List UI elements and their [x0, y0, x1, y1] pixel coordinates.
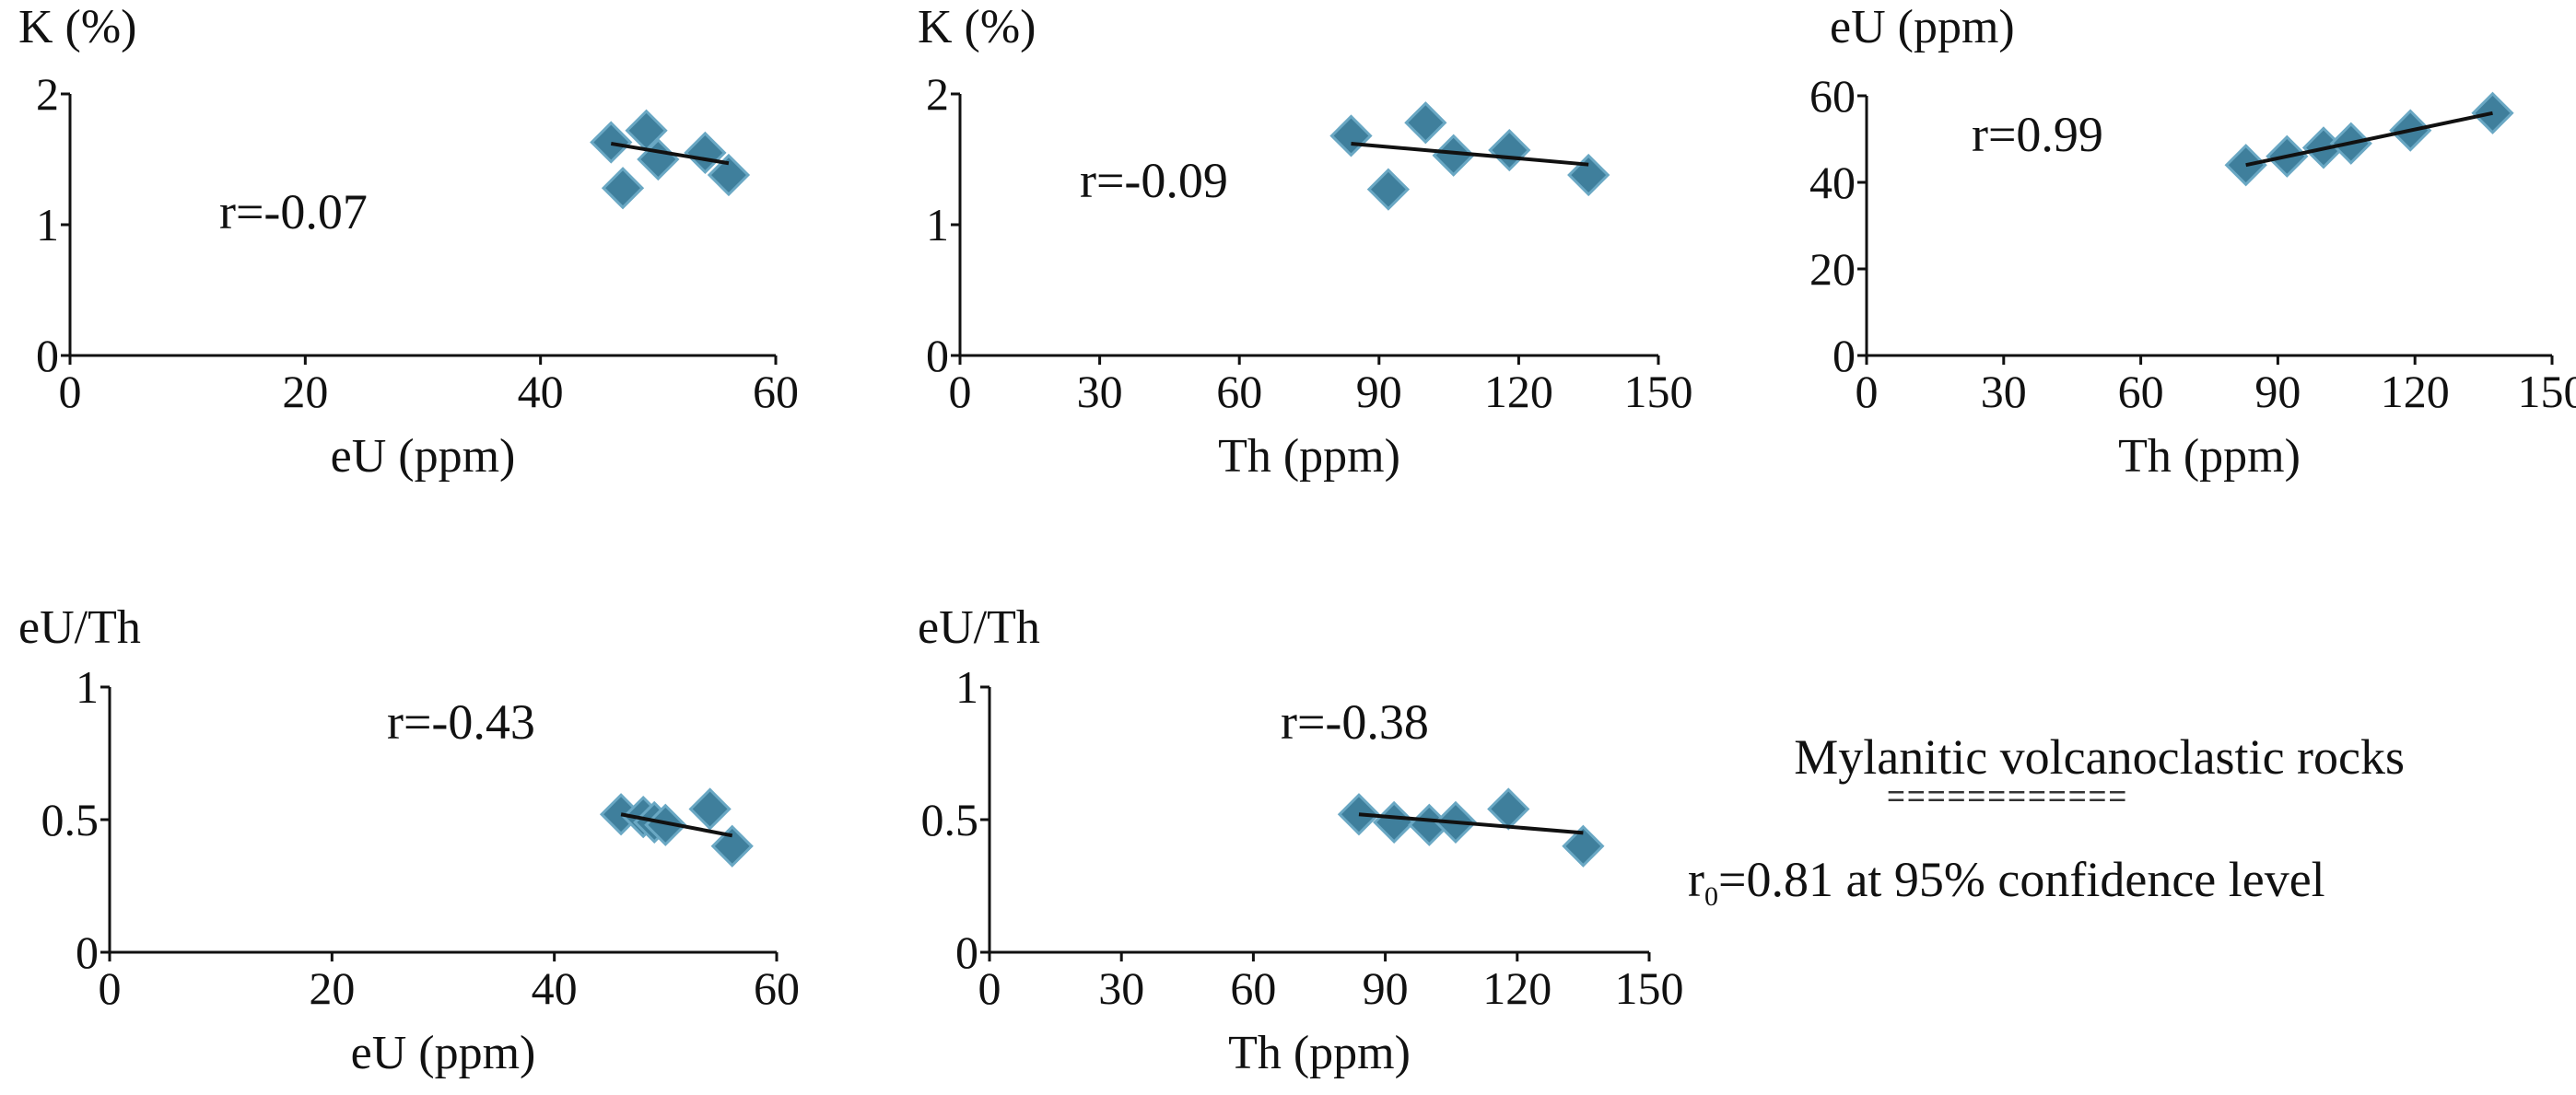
- correlation-label: r=-0.09: [1080, 153, 1228, 208]
- y-tick-label: 0: [76, 926, 99, 978]
- y-tick-label: 0: [955, 926, 978, 978]
- plot-3: 0 30 60 90 120 150 0 20 40 60 eU (ppm) Th (ppm) r=0.…: [1809, 1, 2576, 483]
- x-tick-label: 0: [59, 366, 82, 417]
- data-point: [1366, 168, 1411, 211]
- y-tick-label: 2: [926, 68, 949, 120]
- data-point: [1487, 787, 1530, 831]
- y-tick-label: 0: [1832, 330, 1856, 381]
- y-tick-label: 1: [955, 661, 978, 713]
- plot-5: 0 30 60 90 120 150 0 0.5 1 eU/Th Th (ppm) r=-0.38: [918, 601, 1684, 1079]
- rock-type-underline: ============: [1887, 779, 2128, 814]
- x-tick-label: 0: [949, 366, 972, 417]
- x-tick-label: 20: [309, 962, 355, 1014]
- confidence-subscript: 0: [1704, 881, 1718, 912]
- legend-notes: Mylanitic volcanoclastic rocks =========…: [1688, 729, 2405, 912]
- y-axis-title: eU/Th: [918, 601, 1040, 654]
- data-point: [590, 121, 633, 164]
- x-tick-label: 60: [753, 366, 799, 417]
- x-tick-label: 90: [1363, 962, 1409, 1014]
- x-tick-label: 30: [1077, 366, 1123, 417]
- trend-line: [620, 812, 733, 838]
- y-tick-label: 0: [36, 330, 59, 381]
- x-tick-label: 40: [518, 366, 564, 417]
- x-axis-title: eU (ppm): [351, 1027, 536, 1079]
- data-point: [601, 167, 645, 210]
- y-tick-label: 40: [1809, 157, 1856, 208]
- correlation-label: r=-0.38: [1281, 694, 1429, 750]
- x-tick-label: 120: [1482, 962, 1551, 1014]
- x-axis-title: Th (ppm): [1218, 430, 1400, 483]
- x-tick-label: 150: [2518, 366, 2576, 417]
- x-tick-label: 0: [99, 962, 122, 1014]
- x-tick-label: 60: [1216, 366, 1262, 417]
- y-axis-title: eU (ppm): [1830, 1, 2015, 53]
- x-axis-title: Th (ppm): [2118, 430, 2301, 483]
- x-tick-label: 60: [2118, 366, 2164, 417]
- x-tick-label: 30: [1981, 366, 2027, 417]
- trend-line: [610, 141, 730, 166]
- data-point: [1373, 800, 1416, 845]
- data-point: [1562, 824, 1605, 868]
- rock-type-label: Mylanitic volcanoclastic rocks: [1794, 729, 2405, 785]
- y-tick-label: 0.5: [921, 794, 979, 845]
- x-tick-label: 90: [1356, 366, 1402, 417]
- data-point: [710, 824, 754, 868]
- plot-2: 0 30 60 90 120 150 0 1 2 K (%) Th (ppm) r=-0.09: [918, 1, 1693, 483]
- x-tick-label: 120: [2381, 366, 2450, 417]
- x-tick-label: 90: [2254, 366, 2301, 417]
- y-axis-title: K (%): [18, 1, 137, 53]
- x-tick-label: 40: [532, 962, 578, 1014]
- confidence-level-note: r0=0.81 at 95% confidence level: [1688, 852, 2325, 912]
- trend-line: [1351, 141, 1589, 167]
- correlation-label: r=-0.43: [387, 694, 535, 750]
- x-tick-label: 60: [1230, 962, 1276, 1014]
- y-axis-title: K (%): [918, 1, 1036, 53]
- data-point: [688, 787, 732, 831]
- x-tick-label: 20: [282, 366, 328, 417]
- data-point: [707, 153, 751, 197]
- x-tick-label: 30: [1098, 962, 1144, 1014]
- x-tick-label: 0: [1856, 366, 1879, 417]
- data-point: [1432, 134, 1475, 177]
- y-tick-label: 1: [926, 199, 949, 250]
- x-axis-title: eU (ppm): [331, 430, 516, 483]
- x-axis-title: Th (ppm): [1228, 1027, 1411, 1079]
- y-tick-label: 1: [76, 661, 99, 713]
- confidence-value: =0.81 at 95% confidence level: [1718, 852, 2325, 907]
- y-tick-label: 1: [36, 199, 59, 250]
- trend-line: [2245, 111, 2493, 168]
- data-point: [1567, 153, 1610, 197]
- confidence-r-symbol: r: [1688, 852, 1704, 907]
- plot-4: 0 20 40 60 0 0.5 1 eU/Th eU (ppm) r=-0.43: [18, 601, 800, 1079]
- data-point: [1404, 101, 1447, 145]
- y-tick-label: 20: [1809, 243, 1856, 295]
- x-tick-label: 0: [978, 962, 1001, 1014]
- trend-line: [1358, 812, 1584, 835]
- data-point: [1329, 114, 1373, 157]
- y-tick-label: 2: [36, 68, 59, 120]
- data-point: [1488, 128, 1531, 172]
- y-tick-label: 0.5: [41, 794, 100, 845]
- x-tick-label: 120: [1484, 366, 1553, 417]
- y-tick-label: 60: [1809, 70, 1856, 122]
- correlation-label: r=-0.07: [219, 184, 368, 239]
- x-tick-label: 150: [1615, 962, 1684, 1014]
- plot-1: 0 20 40 60 0 1 2 K (%) eU (ppm) r=-0.07: [18, 1, 799, 483]
- correlation-label: r=0.99: [1972, 107, 2103, 162]
- y-axis-title: eU/Th: [18, 601, 141, 654]
- x-tick-label: 150: [1624, 366, 1693, 417]
- y-tick-label: 0: [926, 330, 949, 381]
- x-tick-label: 60: [754, 962, 800, 1014]
